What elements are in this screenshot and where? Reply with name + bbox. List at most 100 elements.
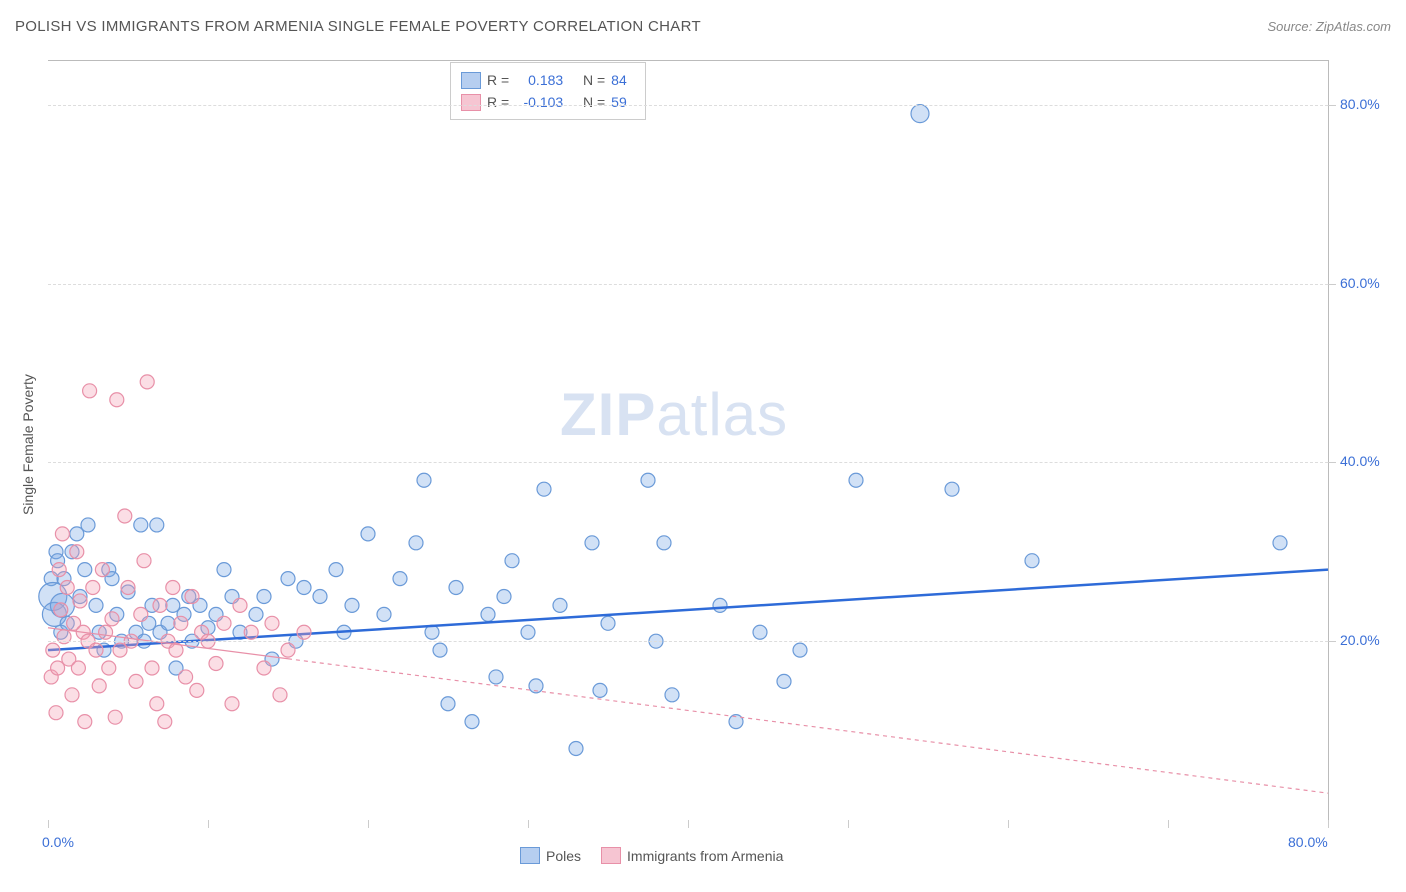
- data-point-armenia: [65, 688, 79, 702]
- y-tick-label: 20.0%: [1340, 632, 1380, 648]
- data-point-poles: [665, 688, 679, 702]
- data-point-armenia: [49, 706, 63, 720]
- data-point-poles: [569, 741, 583, 755]
- data-point-armenia: [179, 670, 193, 684]
- y-tick-label: 60.0%: [1340, 275, 1380, 291]
- data-point-armenia: [140, 375, 154, 389]
- legend-swatch-poles: [520, 847, 540, 864]
- data-point-poles: [911, 105, 929, 123]
- legend-swatch-poles: [461, 72, 481, 89]
- data-point-poles: [481, 607, 495, 621]
- data-point-armenia: [121, 581, 135, 595]
- data-point-armenia: [233, 598, 247, 612]
- legend-swatch-armenia: [601, 847, 621, 864]
- data-point-armenia: [55, 527, 69, 541]
- legend-item-armenia: Immigrants from Armenia: [601, 847, 783, 864]
- data-point-poles: [585, 536, 599, 550]
- data-point-armenia: [52, 563, 66, 577]
- data-point-poles: [249, 607, 263, 621]
- r-label: R =: [487, 91, 509, 113]
- data-point-poles: [601, 616, 615, 630]
- data-point-armenia: [92, 679, 106, 693]
- data-point-poles: [361, 527, 375, 541]
- data-point-poles: [593, 683, 607, 697]
- y-tick-label: 80.0%: [1340, 96, 1380, 112]
- y-axis-label: Single Female Poverty: [20, 374, 36, 515]
- data-point-armenia: [150, 697, 164, 711]
- data-point-armenia: [174, 616, 188, 630]
- data-point-armenia: [129, 674, 143, 688]
- gridline: [48, 641, 1328, 642]
- data-point-armenia: [118, 509, 132, 523]
- data-point-armenia: [225, 697, 239, 711]
- x-tick-label: 80.0%: [1288, 834, 1328, 850]
- data-point-poles: [89, 598, 103, 612]
- x-tick: [368, 820, 369, 828]
- legend-item-poles: Poles: [520, 847, 581, 864]
- data-point-poles: [329, 563, 343, 577]
- data-point-armenia: [265, 616, 279, 630]
- data-point-armenia: [244, 625, 258, 639]
- data-point-armenia: [46, 643, 60, 657]
- data-point-poles: [1273, 536, 1287, 550]
- x-tick: [528, 820, 529, 828]
- data-point-poles: [409, 536, 423, 550]
- data-point-poles: [377, 607, 391, 621]
- legend-label-armenia: Immigrants from Armenia: [627, 848, 783, 864]
- data-point-armenia: [102, 661, 116, 675]
- data-point-poles: [777, 674, 791, 688]
- correlation-legend: R = 0.183 N = 84 R = -0.103 N = 59: [450, 62, 646, 120]
- data-point-poles: [449, 581, 463, 595]
- n-value: 59: [611, 91, 635, 113]
- data-point-armenia: [134, 607, 148, 621]
- r-value: 0.183: [515, 69, 563, 91]
- data-point-poles: [345, 598, 359, 612]
- r-label: R =: [487, 69, 509, 91]
- data-point-poles: [641, 473, 655, 487]
- data-point-armenia: [60, 581, 74, 595]
- n-label: N =: [583, 69, 605, 91]
- x-tick: [1008, 820, 1009, 828]
- data-point-armenia: [273, 688, 287, 702]
- data-point-poles: [657, 536, 671, 550]
- data-point-armenia: [54, 603, 68, 617]
- y-tick: [1328, 284, 1336, 285]
- chart-title: POLISH VS IMMIGRANTS FROM ARMENIA SINGLE…: [15, 18, 701, 35]
- n-value: 84: [611, 69, 635, 91]
- data-point-poles: [161, 616, 175, 630]
- data-point-armenia: [158, 715, 172, 729]
- data-point-armenia: [145, 661, 159, 675]
- data-point-armenia: [108, 710, 122, 724]
- gridline: [48, 284, 1328, 285]
- data-point-armenia: [95, 563, 109, 577]
- data-point-armenia: [78, 715, 92, 729]
- data-point-poles: [521, 625, 535, 639]
- x-tick: [208, 820, 209, 828]
- legend-swatch-armenia: [461, 94, 481, 111]
- data-point-poles: [505, 554, 519, 568]
- data-point-poles: [217, 563, 231, 577]
- n-label: N =: [583, 91, 605, 113]
- data-point-poles: [281, 572, 295, 586]
- legend-stat-row-armenia: R = -0.103 N = 59: [461, 91, 635, 113]
- data-point-poles: [150, 518, 164, 532]
- data-point-poles: [553, 598, 567, 612]
- y-tick-label: 40.0%: [1340, 453, 1380, 469]
- data-point-poles: [537, 482, 551, 496]
- gridline: [48, 105, 1328, 106]
- data-point-poles: [78, 563, 92, 577]
- data-point-poles: [257, 589, 271, 603]
- data-point-poles: [417, 473, 431, 487]
- data-point-poles: [81, 518, 95, 532]
- x-tick: [1328, 820, 1329, 828]
- data-point-armenia: [281, 643, 295, 657]
- trend-line-armenia-dashed: [288, 659, 1328, 793]
- data-point-poles: [465, 715, 479, 729]
- y-tick: [1328, 462, 1336, 463]
- r-value: -0.103: [515, 91, 563, 113]
- data-point-armenia: [99, 625, 113, 639]
- data-point-armenia: [217, 616, 231, 630]
- x-tick-label: 0.0%: [42, 834, 74, 850]
- x-tick: [688, 820, 689, 828]
- data-point-poles: [433, 643, 447, 657]
